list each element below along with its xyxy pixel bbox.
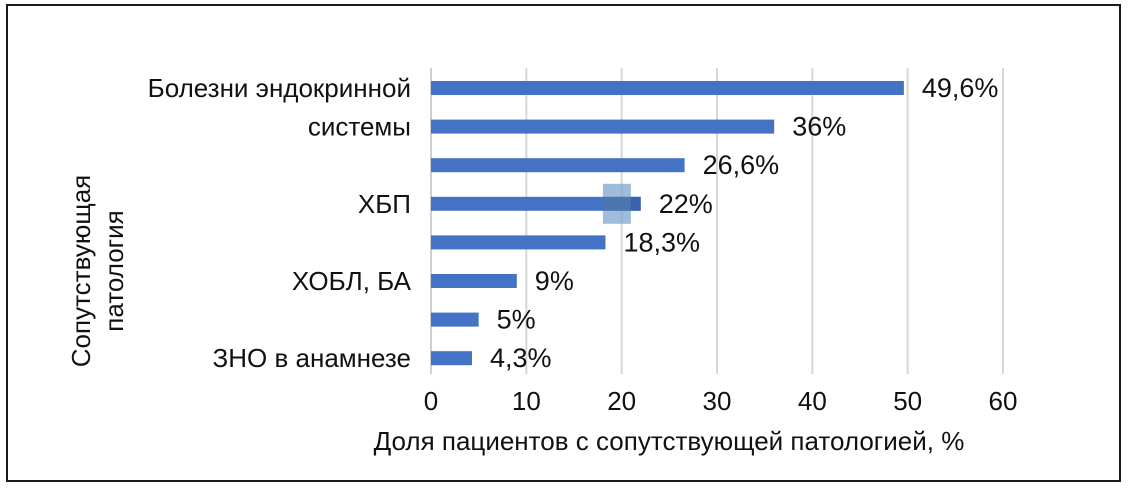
x-tick-labels: 0 10 20 30 40 50 60 [424,386,1018,416]
x-tick-label: 10 [512,386,541,416]
bar [431,274,517,288]
bars [431,81,904,366]
category-label: ХОБЛ, БА [292,266,412,296]
bar [431,196,641,211]
category-label: ХБП [358,189,411,219]
y-axis-title-line-1: Сопутствующая [66,175,96,368]
x-tick-label: 0 [424,386,438,416]
grid-lines [430,68,1004,374]
value-labels: 49,6% 36% 26,6% 22% 18,3% 9% 5% 4,3% [490,73,998,373]
bar [431,351,472,366]
value-label: 26,6% [703,150,780,180]
x-tick-label: 50 [893,386,922,416]
category-label: Болезни эндокринной [148,73,411,103]
value-label: 36% [792,112,846,142]
bar-chart: 49,6% 36% 26,6% 22% 18,3% 9% 5% 4,3% Болезни эн… [66,68,1018,456]
chart-frame: 49,6% 36% 26,6% 22% 18,3% 9% 5% 4,3% Болезни эн… [6,4,1121,482]
category-labels: Болезни эндокринной системы ХБП ХОБЛ, БА ЗНО… [148,73,412,373]
bar [431,158,685,173]
bar [431,119,775,134]
value-label: 9% [535,266,574,296]
y-axis-title-line-2: патология [99,210,129,331]
bar [431,235,606,250]
category-label: системы [308,112,411,142]
value-label: 22% [659,189,713,219]
value-label: 4,3% [490,343,552,373]
bar-highlight-overlap [602,196,641,211]
value-label: 5% [497,305,536,335]
x-tick-label: 60 [989,386,1018,416]
value-label: 49,6% [922,73,999,103]
category-label: ЗНО в анамнезе [213,343,411,373]
bar [431,312,479,327]
x-tick-label: 40 [798,386,827,416]
bar [431,81,904,95]
x-tick-label: 20 [607,386,636,416]
value-label: 18,3% [623,227,700,257]
x-axis-title: Доля пациентов с сопутствующей патологие… [374,426,965,456]
x-tick-label: 30 [703,386,732,416]
